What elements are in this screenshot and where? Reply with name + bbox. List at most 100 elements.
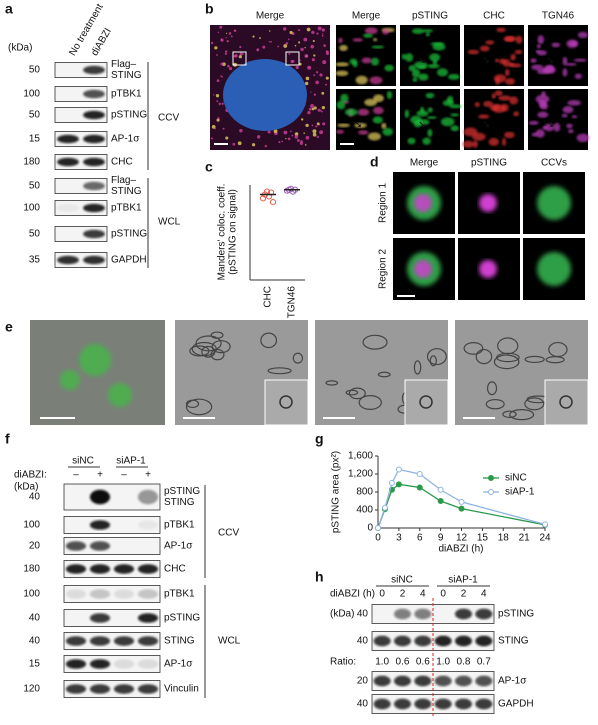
speck (316, 71, 319, 74)
blob (448, 73, 460, 80)
speck (313, 106, 317, 110)
speck (282, 27, 287, 31)
point (269, 199, 277, 206)
speck (313, 93, 316, 96)
mw-label: 40 (357, 636, 369, 647)
organelle (210, 348, 225, 361)
row-label: STING (111, 70, 142, 81)
group-label: CCV (218, 528, 239, 539)
organelle (189, 345, 210, 357)
band (113, 636, 135, 646)
y-tick-label: 1,200 (348, 469, 373, 480)
blob (335, 70, 349, 77)
speck (225, 32, 228, 34)
speck (233, 55, 237, 58)
blob (491, 93, 496, 99)
col-header: TGN46 (542, 11, 575, 22)
blob (479, 194, 497, 212)
band (373, 635, 391, 647)
mw-label: 40 (29, 613, 41, 624)
blob (515, 35, 523, 44)
mw-label: 100 (23, 203, 40, 214)
row-label: AP-1σ (111, 134, 140, 145)
row-label: Flag– (111, 59, 136, 70)
speck (290, 130, 292, 133)
speck (299, 141, 303, 146)
blob (429, 53, 441, 62)
speck (317, 26, 322, 31)
organelle (524, 355, 545, 364)
blob (510, 53, 516, 61)
point (437, 486, 444, 493)
row-label: CHC (164, 564, 186, 575)
blob (446, 95, 454, 104)
speck (315, 80, 319, 85)
blob (528, 120, 539, 125)
band (89, 520, 111, 530)
legend-label: siNC (505, 473, 527, 484)
organelle (548, 341, 568, 358)
organelle (362, 334, 388, 350)
speck (269, 30, 271, 32)
y-tick-label: 1,600 (348, 451, 373, 462)
blob (496, 27, 506, 33)
label: (kDa) (14, 482, 38, 493)
speck (319, 130, 324, 135)
blob (425, 92, 435, 99)
blob (357, 130, 369, 135)
blob (422, 137, 431, 145)
speck (310, 44, 315, 49)
blob (531, 64, 544, 71)
speck (321, 28, 325, 32)
speck (322, 33, 324, 35)
blot-frame (63, 585, 161, 603)
speck (323, 44, 326, 47)
roi (285, 51, 300, 66)
group-label: siAP-1 (116, 456, 146, 467)
mw-label: 35 (29, 255, 41, 266)
ratio-value: 1.0 (436, 657, 450, 668)
row-label: pSTING (111, 110, 147, 121)
inset (544, 379, 589, 426)
speck (320, 109, 322, 112)
point (542, 521, 548, 528)
blob (384, 64, 394, 72)
band (137, 613, 159, 623)
blob (335, 62, 350, 67)
blob (504, 68, 510, 77)
mw-label: 100 (23, 520, 40, 531)
organelle (502, 410, 517, 419)
blob (566, 39, 579, 49)
panel-letter: f (5, 431, 10, 447)
blob (530, 58, 537, 63)
group-label: WCL (218, 636, 241, 647)
blob (372, 116, 383, 124)
band (137, 659, 159, 669)
row-label: AP-1σ (164, 659, 193, 670)
blob (467, 49, 480, 55)
band (434, 635, 452, 647)
band (89, 684, 111, 694)
blob (344, 108, 358, 116)
speck (215, 93, 220, 98)
blob (338, 37, 343, 44)
blob (407, 137, 416, 145)
speck (221, 76, 224, 78)
x-tick-label: 0 (375, 533, 381, 544)
band (137, 684, 159, 694)
blob (367, 132, 381, 141)
speck (304, 144, 307, 146)
band (89, 613, 111, 623)
band (454, 698, 473, 710)
speck (222, 127, 225, 130)
organelle (485, 398, 505, 410)
blob (364, 27, 378, 35)
row-label: CHC (111, 157, 133, 168)
treatment-label: diABZI: (14, 470, 47, 481)
speck (299, 59, 301, 61)
blob (537, 186, 571, 220)
blob (509, 62, 514, 67)
x-tick-label: 21 (519, 533, 531, 544)
